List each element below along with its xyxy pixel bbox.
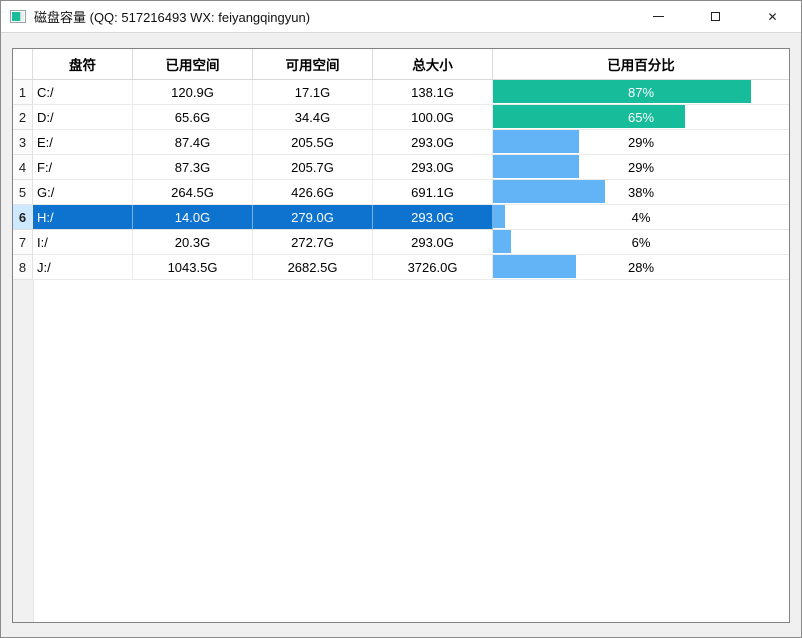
percent-bar [493, 255, 576, 278]
cell-drive-letter[interactable]: C:/ [33, 80, 133, 105]
cell-drive-letter[interactable]: E:/ [33, 130, 133, 155]
table-row[interactable]: 4 F:/87.3G 205.7G 293.0G 29% [13, 155, 789, 180]
percent-label: 38% [627, 184, 655, 200]
cell-used-percent[interactable]: 38% [493, 180, 789, 205]
cell-total-size[interactable]: 138.1G [373, 80, 493, 105]
cell-drive-letter[interactable]: G:/ [33, 180, 133, 205]
cell-total-size[interactable]: 293.0G [373, 230, 493, 255]
window-title: 磁盘容量 (QQ: 517216493 WX: feiyangqingyun) [34, 10, 311, 25]
cell-free-space[interactable]: 426.6G [253, 180, 373, 205]
cell-drive-letter[interactable]: J:/ [33, 255, 133, 280]
minimize-icon [653, 16, 664, 17]
header-used-percent[interactable]: 已用百分比 [607, 58, 675, 73]
percent-label: 65% [627, 109, 655, 125]
row-number[interactable]: 6 [13, 205, 33, 230]
maximize-icon [711, 12, 720, 21]
cell-drive-letter[interactable]: D:/ [33, 105, 133, 130]
cell-free-space[interactable]: 205.5G [253, 130, 373, 155]
row-number[interactable]: 3 [13, 130, 33, 155]
row-number[interactable]: 2 [13, 105, 33, 130]
cell-free-space[interactable]: 279.0G [253, 205, 373, 230]
cell-used-space[interactable]: 65.6G [133, 105, 253, 130]
cell-used-percent[interactable]: 87% [493, 80, 789, 105]
table-row[interactable]: 5 G:/264.5G 426.6G 691.1G 38% [13, 180, 789, 205]
table-empty-area [13, 280, 789, 622]
cell-used-percent[interactable]: 29% [493, 130, 789, 155]
cell-used-space[interactable]: 87.4G [133, 130, 253, 155]
cell-used-percent[interactable]: 29% [493, 155, 789, 180]
cell-total-size[interactable]: 293.0G [373, 205, 493, 230]
cell-used-space[interactable]: 120.9G [133, 80, 253, 105]
cell-total-size[interactable]: 100.0G [373, 105, 493, 130]
minimize-button[interactable] [630, 1, 687, 32]
row-number[interactable]: 4 [13, 155, 33, 180]
cell-used-percent[interactable]: 6% [493, 230, 789, 255]
cell-used-percent[interactable]: 28% [493, 255, 789, 280]
row-number[interactable]: 7 [13, 230, 33, 255]
cell-used-percent[interactable]: 4% [493, 205, 789, 230]
percent-bar [493, 105, 686, 128]
cell-drive-letter[interactable]: I:/ [33, 230, 133, 255]
table-header: 盘符 已用空间 可用空间 总大小 已用百分比 [13, 49, 789, 80]
percent-bar [493, 180, 606, 203]
disk-capacity-table: 盘符 已用空间 可用空间 总大小 已用百分比 1 C:/120.9G 17.1G 13… [12, 48, 790, 623]
cell-free-space[interactable]: 34.4G [253, 105, 373, 130]
header-total-size[interactable]: 总大小 [373, 49, 493, 79]
header-drive-letter[interactable]: 盘符 [33, 49, 133, 79]
table-row[interactable]: 8 J:/1043.5G 2682.5G 3726.0G 28% [13, 255, 789, 280]
row-number[interactable]: 5 [13, 180, 33, 205]
percent-label: 29% [627, 134, 655, 150]
cell-free-space[interactable]: 272.7G [253, 230, 373, 255]
cell-drive-letter[interactable]: H:/ [33, 205, 133, 230]
cell-drive-letter[interactable]: F:/ [33, 155, 133, 180]
app-icon [10, 10, 26, 23]
cell-used-space[interactable]: 20.3G [133, 230, 253, 255]
percent-label: 4% [631, 209, 651, 225]
cell-used-space[interactable]: 264.5G [133, 180, 253, 205]
close-icon: ✕ [767, 9, 778, 24]
row-number[interactable]: 8 [13, 255, 33, 280]
titlebar[interactable]: 磁盘容量 (QQ: 517216493 WX: feiyangqingyun) … [1, 1, 801, 33]
table-row[interactable]: 1 C:/120.9G 17.1G 138.1G 87% [13, 80, 789, 105]
row-header-rail [13, 280, 34, 622]
cell-free-space[interactable]: 17.1G [253, 80, 373, 105]
percent-bar [493, 205, 505, 228]
cell-total-size[interactable]: 691.1G [373, 180, 493, 205]
row-number[interactable]: 1 [13, 80, 33, 105]
cell-used-space[interactable]: 87.3G [133, 155, 253, 180]
percent-bar [493, 130, 579, 153]
table-row[interactable]: 7 I:/20.3G 272.7G 293.0G 6% [13, 230, 789, 255]
cell-used-space[interactable]: 1043.5G [133, 255, 253, 280]
table-row[interactable]: 3 E:/87.4G 205.5G 293.0G 29% [13, 130, 789, 155]
header-used-space[interactable]: 已用空间 [133, 49, 253, 79]
table-body: 1 C:/120.9G 17.1G 138.1G 87% 2 D:/65.6G 34.4G 10… [13, 80, 789, 280]
cell-total-size[interactable]: 293.0G [373, 130, 493, 155]
window-controls: ✕ [630, 1, 801, 32]
percent-label: 87% [627, 84, 655, 100]
close-button[interactable]: ✕ [744, 1, 801, 32]
table-row[interactable]: 2 D:/65.6G 34.4G 100.0G 65% [13, 105, 789, 130]
cell-total-size[interactable]: 3726.0G [373, 255, 493, 280]
cell-used-percent[interactable]: 65% [493, 105, 789, 130]
corner-header[interactable] [13, 49, 33, 79]
percent-bar [493, 230, 511, 253]
percent-label: 6% [631, 234, 651, 250]
cell-total-size[interactable]: 293.0G [373, 155, 493, 180]
cell-free-space[interactable]: 2682.5G [253, 255, 373, 280]
percent-label: 29% [627, 159, 655, 175]
header-free-space[interactable]: 可用空间 [253, 49, 373, 79]
cell-free-space[interactable]: 205.7G [253, 155, 373, 180]
percent-bar [493, 155, 579, 178]
cell-used-space[interactable]: 14.0G [133, 205, 253, 230]
table-row[interactable]: 6 H:/14.0G 279.0G 293.0G 4% [13, 205, 789, 230]
percent-label: 28% [627, 259, 655, 275]
percent-bar [493, 80, 751, 103]
maximize-button[interactable] [687, 1, 744, 32]
